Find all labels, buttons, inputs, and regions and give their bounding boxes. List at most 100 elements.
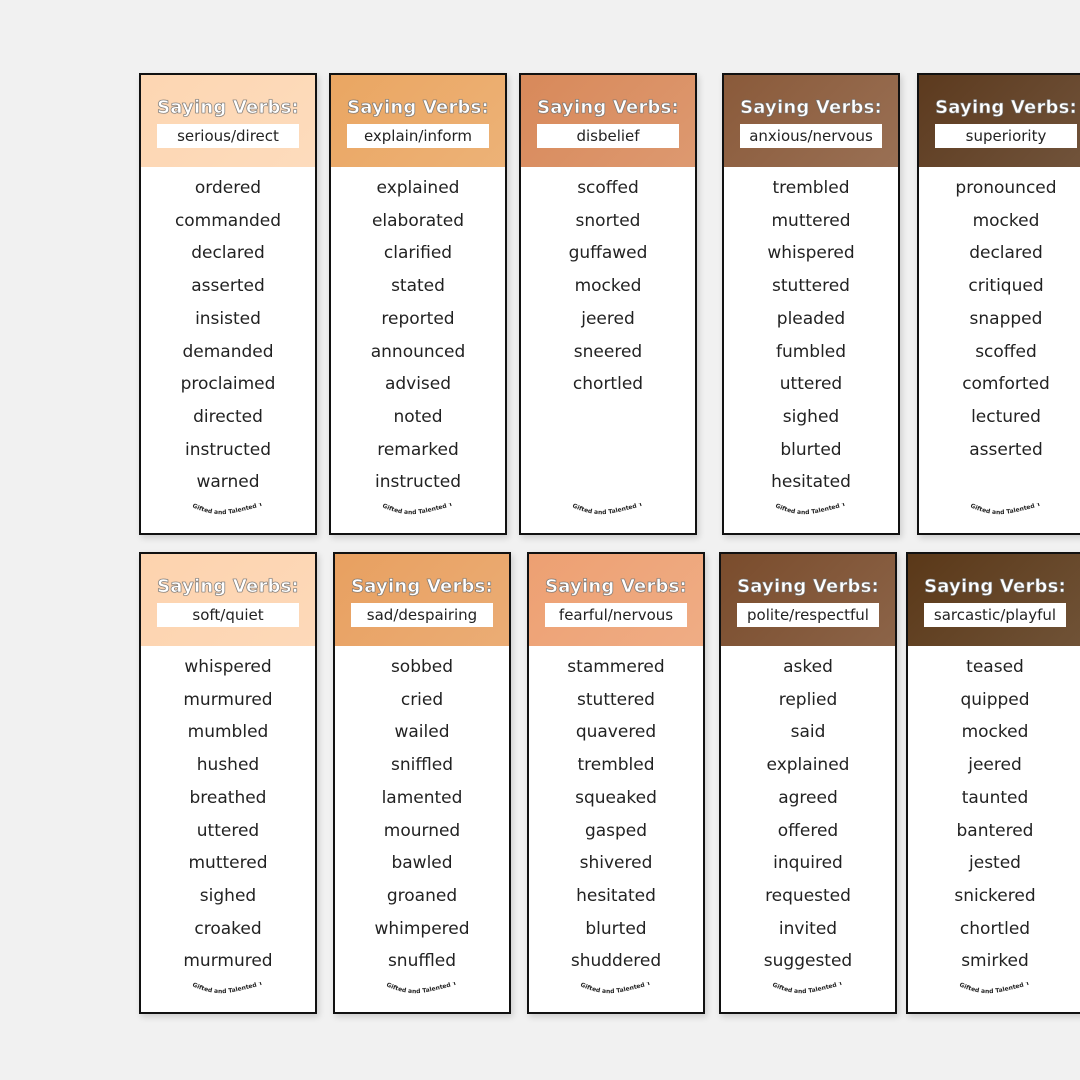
word-item: jeered (581, 308, 635, 329)
word-item: suggested (763, 951, 853, 972)
card-header: Saying Verbs: superiority (919, 75, 1080, 167)
word-item: scoffed (577, 178, 639, 198)
word-item: wailed (394, 722, 450, 743)
logo: Gifted and Talented Teacher (141, 498, 315, 523)
card-category: anxious/nervous (740, 124, 882, 148)
word-item: mumbled (187, 722, 269, 743)
word-item: fumbled (775, 341, 847, 362)
word-item: commanded (174, 210, 282, 231)
word-item: mocked (972, 210, 1040, 231)
card-header: Saying Verbs: soft/quiet (141, 554, 315, 646)
bookmark-card: Saying Verbs: fearful/nervous stammered st… (527, 552, 705, 1014)
card-header: Saying Verbs: explain/inform (331, 75, 505, 167)
word-item: declared (191, 243, 265, 264)
svg-text:Gifted and Talented Teacher: Gifted and Talented Teacher (382, 982, 458, 995)
word-item: sneered (573, 341, 643, 362)
word-item: remarked (377, 439, 459, 460)
card-category: explain/inform (347, 124, 489, 148)
word-item: breathed (189, 787, 267, 808)
word-list: sobbed cried wailed sniffled lamented mourned… (335, 646, 509, 978)
logo: Gifted and Talented Teacher (908, 977, 1080, 1002)
word-item: invited (778, 918, 838, 939)
word-item: sighed (199, 885, 257, 906)
word-item: directed (193, 406, 263, 427)
word-item: sighed (782, 406, 840, 427)
bookmark-card: Saying Verbs: superiority pronounced mocke… (917, 73, 1080, 535)
word-item: cried (400, 689, 444, 710)
card-title: Saying Verbs: (157, 576, 299, 598)
word-item: stammered (567, 657, 665, 677)
word-item: murmured (183, 951, 273, 972)
bookmark-card: Saying Verbs: explain/inform explained ela… (329, 73, 507, 535)
card-header: Saying Verbs: sad/despairing (335, 554, 509, 646)
svg-text:Gifted and Talented Teacher: Gifted and Talented Teacher (188, 982, 264, 995)
card-title: Saying Verbs: (935, 97, 1077, 119)
logo: Gifted and Talented Teacher (721, 977, 895, 1002)
word-item: gasped (584, 820, 648, 841)
word-item: muttered (188, 853, 268, 874)
card-title: Saying Verbs: (737, 576, 879, 598)
word-item: quipped (960, 689, 1030, 710)
card-header: Saying Verbs: anxious/nervous (724, 75, 898, 167)
word-item: bawled (391, 853, 453, 874)
word-item: offered (777, 820, 839, 841)
word-item: chortled (572, 374, 644, 395)
word-item: jeered (968, 755, 1022, 776)
word-item: shivered (579, 853, 653, 874)
card-category: sad/despairing (351, 603, 493, 627)
card-header: Saying Verbs: serious/direct (141, 75, 315, 167)
card-title: Saying Verbs: (924, 576, 1066, 598)
card-category: polite/respectful (737, 603, 879, 627)
word-list: pronounced mocked declared critiqued snapped… (919, 167, 1080, 466)
word-item: advised (384, 374, 452, 395)
bookmark-card: Saying Verbs: disbelief scoffed snorted guf… (519, 73, 697, 535)
word-item: lamented (381, 787, 463, 808)
word-item: reported (381, 308, 455, 329)
word-item: instructed (374, 472, 462, 493)
word-item: mocked (574, 276, 642, 297)
word-item: squeaked (575, 787, 657, 808)
word-list: trembled muttered whispered stuttered pleade… (724, 167, 898, 499)
word-item: noted (393, 406, 443, 427)
word-item: whispered (184, 657, 272, 677)
logo: Gifted and Talented Teacher (919, 498, 1080, 523)
word-item: whispered (767, 243, 855, 264)
svg-text:Gifted and Talented Teacher: Gifted and Talented Teacher (771, 503, 847, 516)
card-header: Saying Verbs: fearful/nervous (529, 554, 703, 646)
word-item: critiqued (968, 276, 1044, 297)
word-item: chortled (959, 918, 1031, 939)
word-item: shuddered (570, 951, 662, 972)
word-item: clarified (383, 243, 453, 264)
bookmark-card: Saying Verbs: sad/despairing sobbed cried w… (333, 552, 511, 1014)
bookmark-card: Saying Verbs: serious/direct ordered comma… (139, 73, 317, 535)
bookmark-card: Saying Verbs: anxious/nervous trembled mut… (722, 73, 900, 535)
card-title: Saying Verbs: (157, 97, 299, 119)
word-item: uttered (779, 374, 843, 395)
word-item: trembled (577, 755, 655, 776)
word-item: replied (778, 689, 838, 710)
word-item: hushed (196, 755, 260, 776)
word-item: snapped (969, 308, 1043, 329)
word-item: pronounced (955, 178, 1057, 198)
word-item: teased (966, 657, 1024, 677)
word-item: jested (969, 853, 1021, 874)
word-item: blurted (585, 918, 647, 939)
word-item: ordered (194, 178, 262, 198)
word-item: instructed (184, 439, 272, 460)
word-list: whispered murmured mumbled hushed breathed ut… (141, 646, 315, 978)
word-item: smirked (961, 951, 1029, 972)
word-item: stated (391, 276, 445, 297)
word-list: ordered commanded declared asserted insisted… (141, 167, 315, 499)
word-item: hesitated (576, 885, 656, 906)
word-item: warned (196, 472, 260, 493)
word-item: asserted (191, 276, 265, 297)
word-item: muttered (771, 210, 851, 231)
card-category: serious/direct (157, 124, 299, 148)
word-item: asserted (969, 439, 1043, 460)
word-item: comforted (962, 374, 1050, 395)
word-item: pleaded (776, 308, 846, 329)
word-item: mourned (383, 820, 461, 841)
word-item: sobbed (390, 657, 454, 677)
word-list: explained elaborated clarified stated report… (331, 167, 505, 499)
word-list: stammered stuttered quavered trembled squeak… (529, 646, 703, 978)
